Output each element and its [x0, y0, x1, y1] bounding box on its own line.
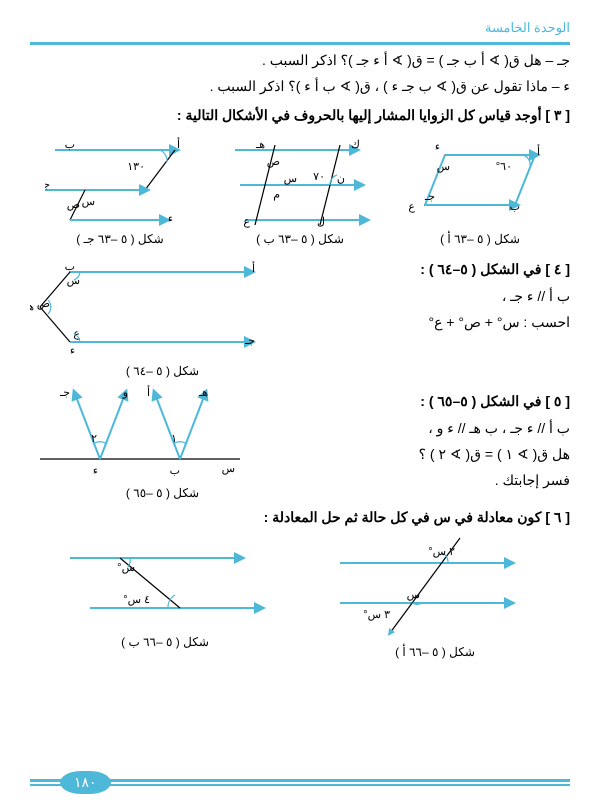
- q5-caption: شكل ( ٥ –٦٥ ): [30, 486, 295, 500]
- svg-text:هـ: هـ: [198, 387, 208, 399]
- svg-text:س: س: [407, 589, 420, 601]
- svg-text:٢: ٢: [91, 433, 97, 445]
- q3-fig-b-caption: شكل ( ٥ –٦٣ ب ): [225, 232, 375, 246]
- svg-text:و: و: [122, 387, 128, 399]
- svg-text:س: س: [222, 463, 235, 475]
- svg-text:ص: ص: [37, 298, 50, 310]
- q3-fig-b-svg: ك هـ ص س م ن ٧٠ ع ل: [225, 130, 375, 230]
- svg-text:م: م: [273, 189, 280, 201]
- svg-text:٣ س°: ٣ س°: [363, 609, 390, 621]
- q3-figures-row: ١٣٠ أ جـ ب ص س ء شكل ( ٥ –٦٣ جـ ) ك هـ: [30, 130, 570, 246]
- svg-text:س: س: [437, 161, 450, 173]
- q3-fig-c-caption: شكل ( ٥ –٦٣ جـ ): [45, 232, 195, 246]
- svg-text:جـ: جـ: [45, 179, 50, 191]
- q6-fig-b-svg: س° ٤ س°: [60, 533, 270, 633]
- svg-text:ء: ء: [435, 141, 440, 153]
- intro-line-c: جـ – هل ق( ∢ أ ب جـ ) = ق( ∢ أ ء جـ )؟ ا…: [30, 49, 570, 71]
- q5-line3: فسر إجابتك .: [305, 469, 570, 491]
- q6-fig-b: س° ٤ س° شكل ( ٥ –٦٦ ب ): [60, 533, 270, 659]
- svg-text:ل: ل: [317, 216, 325, 228]
- svg-text:جـ: جـ: [424, 191, 435, 203]
- svg-text:هـ: هـ: [255, 139, 265, 151]
- q5-header: [ ٥ ] في الشكل ( ٥–٦٥ ) :: [305, 390, 570, 412]
- q6-fig-a-svg: ٢ س° س ٣ س°: [330, 533, 540, 643]
- svg-text:ص: ص: [67, 199, 80, 211]
- svg-text:ك: ك: [351, 139, 360, 151]
- intro-line-d: ء – ماذا تقول عن ق( ∢ ب جـ ء ) ، ق( ∢ ب …: [30, 75, 570, 97]
- svg-text:أ: أ: [177, 137, 180, 151]
- svg-text:٢ س°: ٢ س°: [428, 546, 455, 558]
- q4-header: [ ٤ ] في الشكل ( ٥–٦٤ ) :: [305, 258, 570, 280]
- svg-text:ء: ء: [70, 345, 75, 357]
- q5-svg: س ب ء أ هـ جـ و ٢ ١: [30, 384, 250, 484]
- svg-text:ب: ب: [65, 139, 75, 151]
- svg-text:س°: س°: [117, 562, 135, 574]
- footer-rule-2: [30, 784, 570, 786]
- svg-text:١٣٠: ١٣٠: [127, 161, 145, 173]
- q6-fig-b-caption: شكل ( ٥ –٦٦ ب ): [60, 635, 270, 649]
- q4-caption: شكل ( ٥ –٦٤ ): [30, 364, 295, 378]
- q5-line2: هل ق( ∢ ١ ) = ق( ∢ ٢ ) ؟: [305, 443, 570, 465]
- svg-text:ب: ب: [510, 201, 520, 213]
- svg-text:ع: ع: [243, 216, 250, 228]
- svg-text:ء: ء: [168, 213, 173, 225]
- q6-figures-row: س° ٤ س° شكل ( ٥ –٦٦ ب ) ٢ س° س ٣ س° شكل …: [30, 533, 570, 659]
- q6-fig-a-caption: شكل ( ٥ –٦٦ أ ): [330, 645, 540, 659]
- q3-fig-c: ١٣٠ أ جـ ب ص س ء شكل ( ٥ –٦٣ جـ ): [45, 130, 195, 246]
- q4-line1: ب أ // ء جـ ،: [305, 285, 570, 307]
- footer-rule-1: [30, 779, 570, 782]
- unit-title: الوحدة الخامسة: [30, 20, 570, 36]
- svg-text:١: ١: [171, 433, 177, 445]
- svg-text:٤ س°: ٤ س°: [123, 594, 150, 606]
- svg-text:ع: ع: [408, 201, 415, 213]
- q3-fig-a-caption: شكل ( ٥ –٦٣ أ ): [405, 232, 555, 246]
- svg-text:٧٠: ٧٠: [313, 171, 325, 183]
- svg-text:جـ: جـ: [244, 335, 255, 347]
- q4-line2: احسب : س° + ص° + ع°: [305, 311, 570, 333]
- q3-fig-a: ٦٠° أ ء ب ع س جـ شكل ( ٥ –٦٣ أ ): [405, 130, 555, 246]
- svg-text:ب: ب: [170, 465, 180, 477]
- svg-text:٦٠°: ٦٠°: [496, 161, 512, 173]
- q5-line1: ب أ // ء جـ ، ب هـ // ء و ،: [305, 417, 570, 439]
- q4-row: [ ٤ ] في الشكل ( ٥–٦٤ ) : ب أ // ء جـ ، …: [30, 252, 570, 378]
- q3-fig-c-svg: ١٣٠ أ جـ ب ص س ء: [45, 130, 195, 230]
- q3-fig-b: ك هـ ص س م ن ٧٠ ع ل شكل ( ٥ –٦٣ ب ): [225, 130, 375, 246]
- q3-fig-a-svg: ٦٠° أ ء ب ع س جـ: [405, 130, 555, 230]
- q3-header: [ ٣ ] أوجد قياس كل الزوايا المشار إليها …: [30, 104, 570, 126]
- svg-text:س: س: [82, 196, 95, 208]
- q4-svg: أ ب س هـ ص ع ء جـ: [30, 252, 270, 362]
- svg-text:ب: ب: [65, 261, 75, 273]
- q6-fig-a: ٢ س° س ٣ س° شكل ( ٥ –٦٦ أ ): [330, 533, 540, 659]
- svg-text:أ: أ: [252, 261, 255, 275]
- svg-text:أ: أ: [537, 144, 540, 158]
- svg-text:ن: ن: [337, 173, 345, 185]
- svg-text:جـ: جـ: [59, 387, 70, 399]
- page-number: ١٨٠: [60, 771, 111, 794]
- svg-text:هـ: هـ: [30, 301, 34, 313]
- svg-text:ء: ء: [93, 465, 98, 477]
- q5-row: [ ٥ ] في الشكل ( ٥–٦٥ ) : ب أ // ء جـ ، …: [30, 384, 570, 500]
- svg-text:أ: أ: [147, 385, 150, 399]
- header-rule: [30, 42, 570, 45]
- svg-text:ص: ص: [267, 156, 280, 168]
- svg-text:س: س: [284, 173, 297, 185]
- q6-header: [ ٦ ] كون معادلة في س في كل حالة ثم حل ا…: [30, 506, 570, 528]
